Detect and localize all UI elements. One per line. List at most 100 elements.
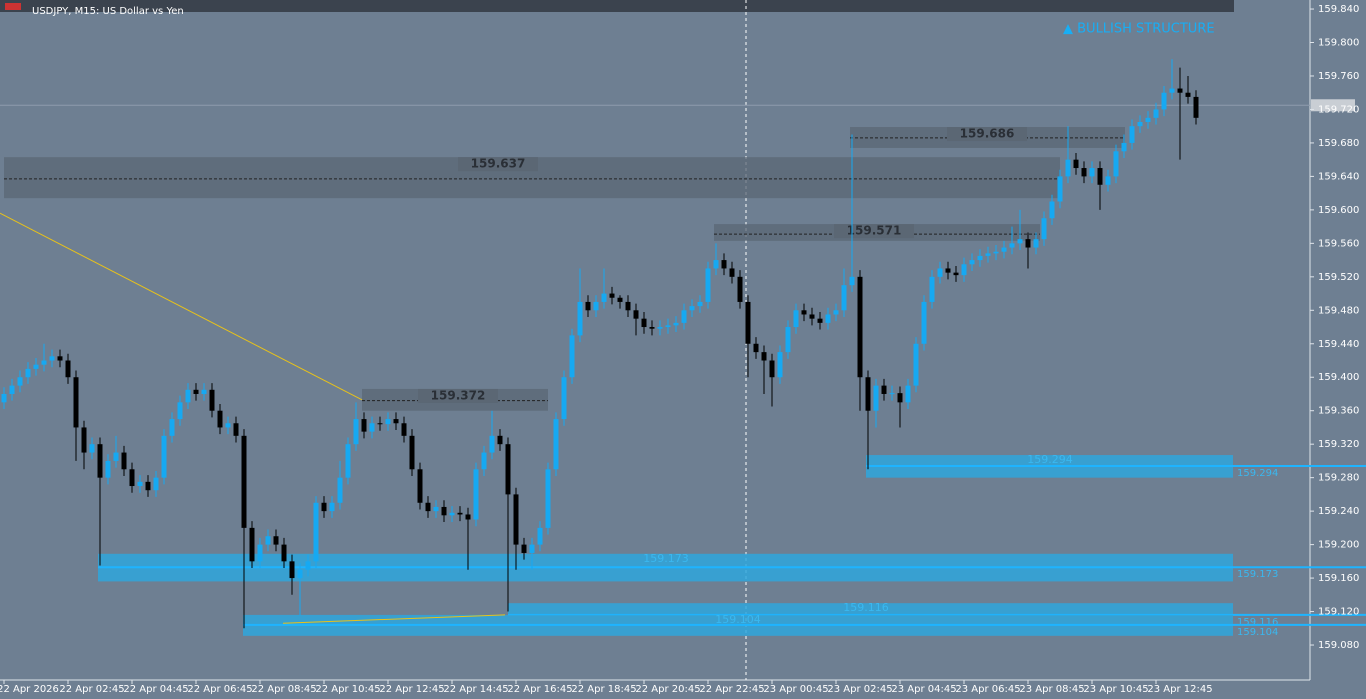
candle-body — [697, 301, 703, 307]
candle-body — [521, 544, 527, 553]
candle-body — [857, 276, 863, 378]
candle-body — [1089, 168, 1095, 177]
candle-body — [561, 377, 567, 420]
zone — [508, 603, 1233, 615]
candle-body — [1065, 159, 1071, 177]
y-tick-label: 159.200 — [1318, 540, 1359, 551]
candle-body — [769, 360, 775, 378]
chart-title: USDJPY, M15: US Dollar vs Yen — [32, 6, 184, 17]
zone-label: 159.686 — [960, 127, 1015, 141]
x-tick-label: 22 Apr 22:45 — [699, 684, 764, 695]
y-tick-label: 159.280 — [1318, 473, 1359, 484]
candle-body — [265, 536, 271, 545]
bid-box — [1311, 99, 1355, 112]
candle-body — [201, 389, 207, 394]
candle-body — [481, 452, 487, 470]
candle-body — [745, 301, 751, 344]
candle-body — [937, 268, 943, 277]
candle-body — [993, 251, 999, 254]
candle-body — [25, 368, 31, 378]
zone-label-bg — [947, 127, 1027, 142]
y-tick-label: 159.800 — [1318, 38, 1359, 49]
candle-body — [737, 276, 743, 302]
candle-body — [913, 343, 919, 386]
candle-body — [17, 377, 23, 386]
candle-body — [713, 260, 719, 269]
symbol-icon — [5, 3, 21, 10]
x-tick-label: 23 Apr 00:45 — [763, 684, 828, 695]
candle-body — [649, 327, 655, 329]
candle-body — [425, 502, 431, 512]
x-tick-label: 22 Apr 06:45 — [187, 684, 252, 695]
candle-body — [321, 502, 327, 512]
candle-body — [73, 377, 79, 428]
candle-body — [825, 314, 831, 323]
candle-body — [1081, 168, 1087, 177]
candle-body — [49, 356, 55, 361]
candle-body — [1041, 218, 1047, 240]
candle-body — [1121, 142, 1127, 152]
y-tick-label: 159.520 — [1318, 272, 1359, 283]
candle-body — [217, 410, 223, 428]
candle-body — [777, 352, 783, 378]
candle-body — [281, 544, 287, 562]
candle-body — [1153, 109, 1159, 118]
candle-body — [577, 301, 583, 336]
candle-body — [593, 301, 599, 311]
candle-body — [305, 561, 311, 570]
candle-body — [433, 506, 439, 512]
candle-body — [1145, 117, 1151, 123]
zone-label: 159.116 — [843, 601, 889, 614]
candle-body — [817, 318, 823, 323]
candle-body — [881, 385, 887, 394]
zone-label: 159.173 — [643, 552, 689, 565]
candle-body — [209, 389, 215, 411]
x-tick-label: 22 Apr 18:45 — [571, 684, 636, 695]
zone-label: 159.372 — [431, 388, 486, 402]
candle-body — [657, 327, 663, 329]
candle-body — [65, 360, 71, 378]
y-tick-label: 159.760 — [1318, 71, 1359, 82]
candle-body — [385, 419, 391, 425]
x-tick-label: 23 Apr 12:45 — [1147, 684, 1212, 695]
candle-body — [809, 314, 815, 319]
candle-body — [665, 325, 671, 328]
candle-body — [9, 385, 15, 394]
candle-body — [1193, 96, 1199, 118]
candle-body — [673, 322, 679, 326]
candle-body — [225, 423, 231, 428]
y-tick-label: 159.440 — [1318, 339, 1359, 350]
candle-body — [585, 301, 591, 311]
candle-body — [409, 435, 415, 470]
top-bar — [0, 0, 1234, 12]
zone-label-bg — [418, 388, 498, 403]
candle-body — [793, 310, 799, 328]
y-tick-label: 159.160 — [1318, 573, 1359, 584]
y-tick-label: 159.400 — [1318, 372, 1359, 383]
candle-body — [889, 393, 895, 395]
candle-body — [505, 444, 511, 495]
candle-body — [465, 514, 471, 520]
zone-label: 159.104 — [715, 613, 761, 626]
candle-body — [417, 469, 423, 503]
candle-body — [545, 469, 551, 528]
candle-body — [1001, 247, 1007, 252]
candle-body — [97, 444, 103, 478]
candle-body — [553, 419, 559, 470]
candle-body — [401, 423, 407, 436]
candle-body — [105, 460, 111, 478]
candle-body — [969, 260, 975, 265]
candle-body — [537, 527, 543, 545]
y-tick-label: 159.680 — [1318, 138, 1359, 149]
candle-body — [273, 536, 279, 545]
y-tick-label: 159.080 — [1318, 640, 1359, 651]
candle-body — [1137, 122, 1143, 127]
y-tick-label: 159.320 — [1318, 439, 1359, 450]
candle-body — [1097, 168, 1103, 185]
zone-label: 159.637 — [471, 157, 526, 171]
candle-body — [449, 512, 455, 516]
y-tick-label: 159.720 — [1318, 104, 1359, 115]
candle-body — [753, 343, 759, 353]
candle-body — [705, 268, 711, 302]
zone-label-bg — [834, 224, 914, 239]
